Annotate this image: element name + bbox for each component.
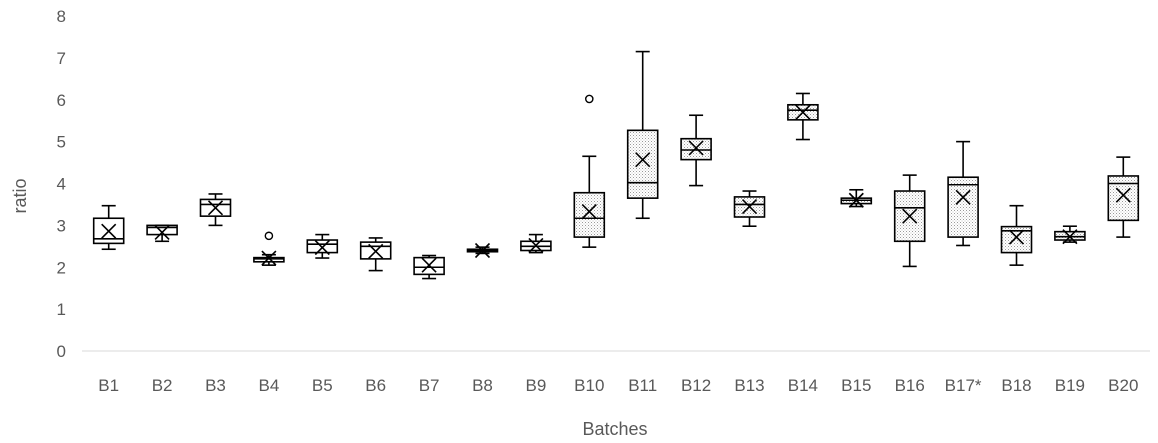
x-tick-label: B19 bbox=[1055, 376, 1085, 395]
box-b18 bbox=[1000, 204, 1033, 266]
x-tick-label: B7 bbox=[419, 376, 440, 395]
box-b12 bbox=[680, 114, 712, 187]
box-b10 bbox=[573, 94, 606, 248]
x-tick-label: B6 bbox=[365, 376, 386, 395]
x-tick-label: B11 bbox=[628, 376, 657, 395]
mean-marker bbox=[314, 240, 330, 256]
box-body bbox=[1107, 175, 1140, 222]
mean-marker bbox=[207, 200, 224, 216]
box-b9 bbox=[520, 233, 552, 254]
mean-marker bbox=[741, 198, 758, 215]
x-tick-label: B18 bbox=[1001, 376, 1031, 395]
mean-marker bbox=[368, 243, 384, 259]
mean-marker bbox=[581, 203, 597, 220]
mean-marker bbox=[1115, 187, 1131, 203]
mean-marker bbox=[421, 257, 437, 273]
box-b6 bbox=[359, 237, 392, 272]
x-tick-label: B16 bbox=[895, 376, 925, 395]
x-tick-label: B4 bbox=[259, 376, 280, 395]
box-b14 bbox=[787, 92, 819, 141]
y-axis-title: ratio bbox=[10, 178, 30, 213]
box-body bbox=[626, 129, 659, 199]
box-b7 bbox=[413, 254, 445, 280]
mean-marker bbox=[688, 140, 704, 156]
box-b4 bbox=[253, 231, 285, 266]
x-tick-label: B17* bbox=[945, 376, 982, 395]
box-b3 bbox=[199, 193, 232, 227]
y-tick-label: 2 bbox=[57, 258, 66, 277]
box-b20 bbox=[1107, 156, 1140, 238]
mean-marker bbox=[1008, 229, 1025, 245]
y-tick-label: 1 bbox=[57, 300, 66, 319]
box-b17 bbox=[947, 140, 979, 247]
x-tick-label: B15 bbox=[841, 376, 871, 395]
box-body bbox=[573, 191, 606, 238]
box-b11 bbox=[626, 50, 659, 220]
box-b1 bbox=[92, 204, 125, 251]
mean-marker bbox=[474, 242, 491, 259]
box-body bbox=[306, 239, 339, 254]
mean-marker bbox=[635, 152, 651, 168]
box-series bbox=[92, 50, 1140, 280]
x-axis-ticks: B1 B2 B3 B4 B5 B6 B7 B8 B9 B10 B11 B12 B13 B14 B15 B16 B… bbox=[98, 376, 1138, 395]
outlier-point bbox=[264, 231, 274, 241]
mean-marker bbox=[101, 223, 117, 239]
mean-marker bbox=[261, 250, 277, 266]
y-tick-label: 6 bbox=[57, 91, 66, 110]
x-tick-label: B13 bbox=[734, 376, 764, 395]
mean-marker bbox=[955, 189, 971, 205]
x-tick-label: B3 bbox=[205, 376, 226, 395]
mean-marker bbox=[1062, 229, 1078, 245]
box-b16 bbox=[893, 174, 926, 268]
outlier-point bbox=[585, 94, 594, 104]
box-b13 bbox=[733, 190, 766, 228]
y-tick-label: 5 bbox=[57, 133, 66, 152]
box-b15 bbox=[840, 188, 873, 208]
x-tick-label: B10 bbox=[574, 376, 604, 395]
x-tick-label: B2 bbox=[152, 376, 173, 395]
box-body bbox=[893, 190, 926, 243]
box-b2 bbox=[146, 224, 178, 243]
box-body bbox=[680, 137, 712, 161]
x-tick-label: B14 bbox=[788, 376, 818, 395]
x-tick-label: B20 bbox=[1108, 376, 1138, 395]
box-body bbox=[146, 224, 178, 236]
x-axis-title: Batches bbox=[582, 419, 647, 439]
y-axis-ticks: 0 1 2 3 4 5 6 7 8 bbox=[57, 7, 66, 361]
x-tick-label: B8 bbox=[472, 376, 493, 395]
y-tick-label: 3 bbox=[57, 216, 66, 235]
x-tick-label: B12 bbox=[681, 376, 711, 395]
mean-marker bbox=[528, 237, 544, 254]
x-tick-label: B1 bbox=[98, 376, 119, 395]
box-b19 bbox=[1054, 225, 1086, 245]
y-tick-label: 0 bbox=[57, 342, 66, 361]
y-tick-label: 4 bbox=[57, 175, 66, 194]
y-tick-label: 8 bbox=[57, 7, 66, 26]
mean-marker bbox=[902, 208, 918, 224]
y-tick-label: 7 bbox=[57, 49, 66, 68]
box-body bbox=[947, 176, 979, 238]
mean-marker bbox=[154, 224, 170, 241]
x-tick-label: B5 bbox=[312, 376, 333, 395]
mean-marker bbox=[795, 104, 811, 120]
mean-marker bbox=[848, 192, 864, 208]
x-tick-label: B9 bbox=[526, 376, 547, 395]
box-b5 bbox=[306, 233, 339, 259]
box-b8 bbox=[466, 242, 499, 259]
